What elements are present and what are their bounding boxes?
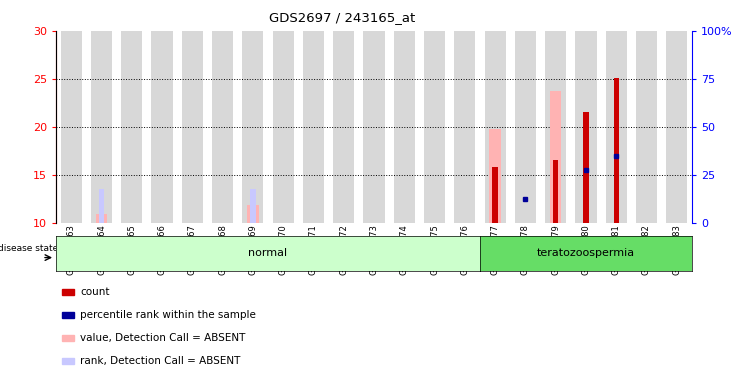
Bar (492, 167, 497, 223)
Bar (575, 31, 596, 223)
Bar (272, 31, 294, 223)
Bar (636, 31, 657, 223)
Text: GDS2697 / 243165_at: GDS2697 / 243165_at (269, 12, 415, 25)
Bar (393, 31, 415, 223)
Text: rank, Detection Call = ABSENT: rank, Detection Call = ABSENT (80, 356, 241, 366)
Bar (182, 31, 203, 223)
Text: teratozoospermia: teratozoospermia (537, 248, 635, 258)
Bar (91, 31, 112, 223)
Bar (364, 31, 384, 223)
Bar (62, 312, 74, 318)
Bar (96, 214, 108, 223)
Bar (251, 189, 256, 223)
Text: value, Detection Call = ABSENT: value, Detection Call = ABSENT (80, 333, 245, 343)
Bar (606, 31, 627, 223)
Bar (550, 91, 562, 223)
Bar (545, 31, 566, 223)
Bar (666, 31, 687, 223)
Bar (492, 170, 497, 223)
Bar (424, 31, 445, 223)
Text: count: count (80, 287, 110, 297)
Bar (454, 31, 476, 223)
Bar (613, 78, 619, 223)
Bar (489, 129, 501, 223)
Text: percentile rank within the sample: percentile rank within the sample (80, 310, 256, 320)
Bar (242, 31, 263, 223)
Bar (212, 31, 233, 223)
Bar (333, 31, 355, 223)
Bar (121, 31, 142, 223)
Bar (62, 335, 74, 341)
Bar (62, 289, 74, 295)
Text: normal: normal (248, 248, 287, 258)
Text: disease state: disease state (0, 244, 58, 253)
Bar (303, 31, 324, 223)
Bar (485, 31, 506, 223)
Bar (583, 112, 589, 223)
Bar (99, 189, 104, 223)
Bar (247, 205, 259, 223)
Bar (61, 31, 82, 223)
Bar (515, 31, 536, 223)
Bar (62, 358, 74, 364)
Bar (553, 161, 558, 223)
Bar (151, 31, 173, 223)
